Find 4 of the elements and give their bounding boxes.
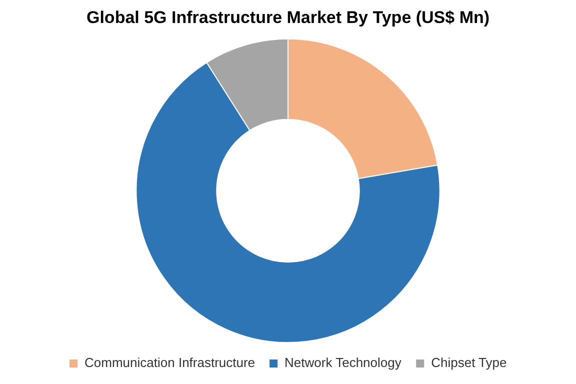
legend-label: Chipset Type — [431, 355, 507, 370]
legend-label: Network Technology — [284, 355, 402, 370]
chart-title: Global 5G Infrastructure Market By Type (US$ Mn) — [86, 8, 490, 27]
legend-label: Communication Infrastructure — [84, 355, 256, 370]
